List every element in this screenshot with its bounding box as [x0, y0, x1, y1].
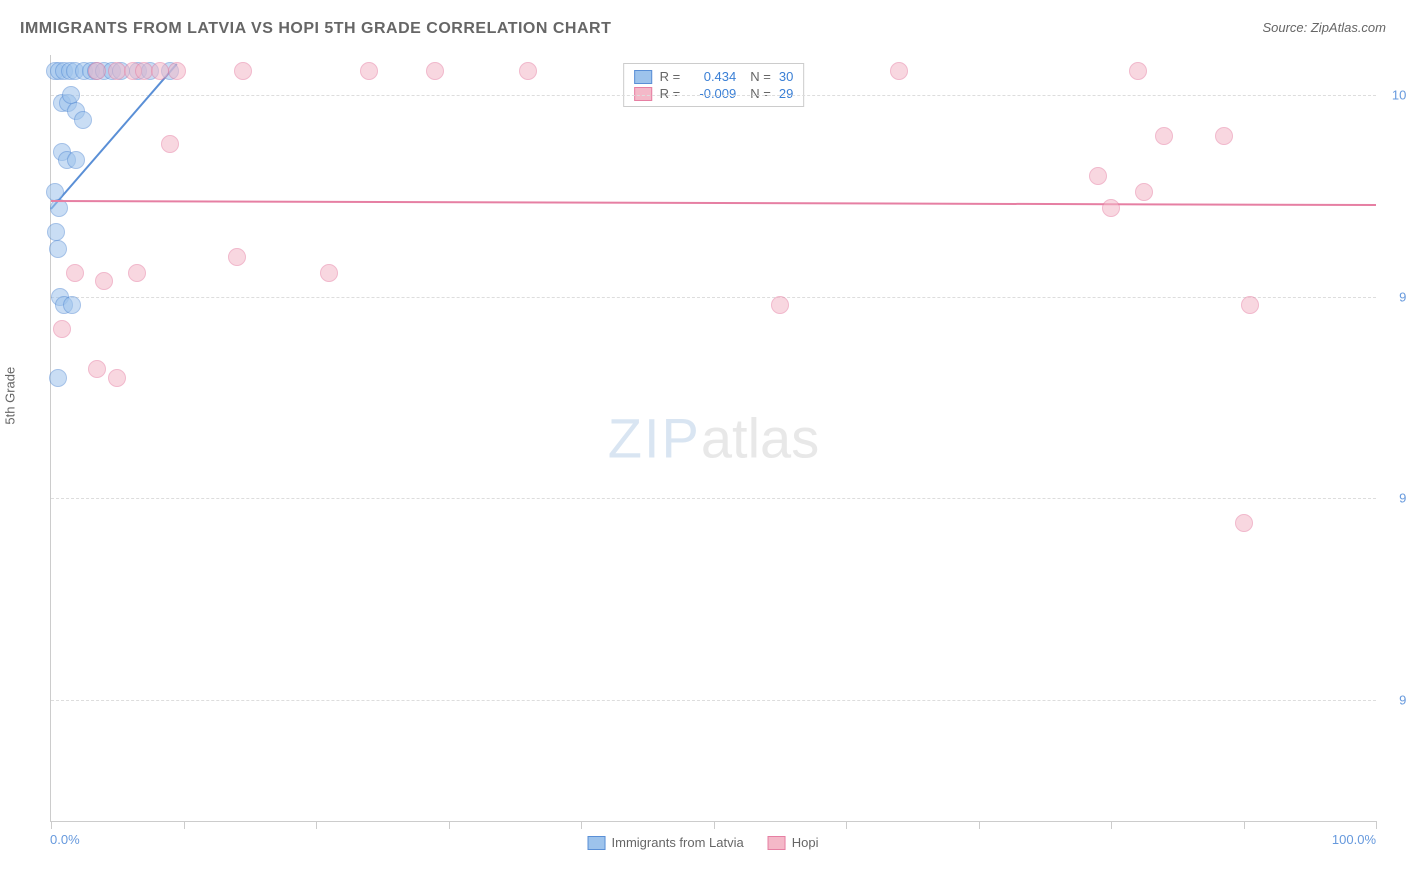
- watermark: ZIPatlas: [608, 406, 819, 471]
- watermark-atlas: atlas: [701, 407, 819, 470]
- legend-row: R = 0.434 N = 30: [634, 68, 794, 85]
- legend-n-label: N =: [750, 69, 771, 84]
- x-axis-max-label: 100.0%: [1332, 832, 1376, 847]
- data-point: [46, 183, 64, 201]
- y-tick-label: 95.0%: [1399, 491, 1406, 506]
- data-point: [88, 360, 106, 378]
- data-point: [519, 62, 537, 80]
- data-point: [151, 62, 169, 80]
- x-axis-min-label: 0.0%: [50, 832, 80, 847]
- chart-title: IMMIGRANTS FROM LATVIA VS HOPI 5TH GRADE…: [20, 20, 611, 38]
- legend-swatch: [588, 836, 606, 850]
- legend-swatch: [634, 70, 652, 84]
- data-point: [360, 62, 378, 80]
- data-point: [53, 320, 71, 338]
- data-point: [128, 264, 146, 282]
- data-point: [771, 296, 789, 314]
- gridline: [51, 297, 1376, 298]
- y-tick-label: 100.0%: [1392, 88, 1406, 103]
- legend-bottom-item: Hopi: [768, 835, 819, 850]
- data-point: [66, 264, 84, 282]
- legend-n-value: 29: [779, 86, 793, 101]
- legend-r-label: R =: [660, 86, 681, 101]
- watermark-zip: ZIP: [608, 407, 701, 470]
- data-point: [74, 111, 92, 129]
- legend-n-value: 30: [779, 69, 793, 84]
- data-point: [88, 62, 106, 80]
- legend-top: R = 0.434 N = 30 R = -0.009 N = 29: [623, 63, 805, 107]
- source-prefix: Source:: [1262, 20, 1310, 35]
- gridline: [51, 700, 1376, 701]
- data-point: [426, 62, 444, 80]
- data-point: [63, 296, 81, 314]
- legend-swatch: [634, 87, 652, 101]
- legend-n-label: N =: [750, 86, 771, 101]
- data-point: [1241, 296, 1259, 314]
- data-point: [228, 248, 246, 266]
- legend-label: Hopi: [792, 835, 819, 850]
- legend-swatch: [768, 836, 786, 850]
- data-point: [62, 86, 80, 104]
- data-point: [1102, 199, 1120, 217]
- data-point: [1235, 514, 1253, 532]
- x-tick: [979, 821, 980, 829]
- legend-r-value: 0.434: [688, 69, 736, 84]
- data-point: [168, 62, 186, 80]
- legend-label: Immigrants from Latvia: [612, 835, 744, 850]
- trend-line: [51, 200, 1376, 206]
- gridline: [51, 498, 1376, 499]
- data-point: [890, 62, 908, 80]
- data-point: [49, 369, 67, 387]
- legend-bottom-item: Immigrants from Latvia: [588, 835, 744, 850]
- legend-row: R = -0.009 N = 29: [634, 85, 794, 102]
- data-point: [320, 264, 338, 282]
- data-point: [1155, 127, 1173, 145]
- y-axis-label: 5th Grade: [3, 367, 18, 425]
- data-point: [49, 240, 67, 258]
- data-point: [1215, 127, 1233, 145]
- x-tick: [1376, 821, 1377, 829]
- source-attribution: Source: ZipAtlas.com: [1262, 20, 1386, 35]
- source-name: ZipAtlas.com: [1311, 20, 1386, 35]
- x-tick: [51, 821, 52, 829]
- x-tick: [184, 821, 185, 829]
- gridline: [51, 95, 1376, 96]
- x-tick: [846, 821, 847, 829]
- plot-area: ZIPatlas R =0.434N =30R =-0.009N =29 92.…: [50, 55, 1376, 822]
- legend-bottom: Immigrants from Latvia Hopi: [588, 835, 819, 850]
- x-tick: [1244, 821, 1245, 829]
- legend-r-label: R =: [660, 69, 681, 84]
- x-tick: [714, 821, 715, 829]
- data-point: [234, 62, 252, 80]
- data-point: [1135, 183, 1153, 201]
- y-tick-label: 97.5%: [1399, 289, 1406, 304]
- y-tick-label: 92.5%: [1399, 693, 1406, 708]
- data-point: [108, 369, 126, 387]
- data-point: [67, 151, 85, 169]
- x-tick: [581, 821, 582, 829]
- data-point: [95, 272, 113, 290]
- data-point: [1129, 62, 1147, 80]
- data-point: [1089, 167, 1107, 185]
- data-point: [161, 135, 179, 153]
- x-tick: [1111, 821, 1112, 829]
- legend-r-value: -0.009: [688, 86, 736, 101]
- x-tick: [449, 821, 450, 829]
- x-tick: [316, 821, 317, 829]
